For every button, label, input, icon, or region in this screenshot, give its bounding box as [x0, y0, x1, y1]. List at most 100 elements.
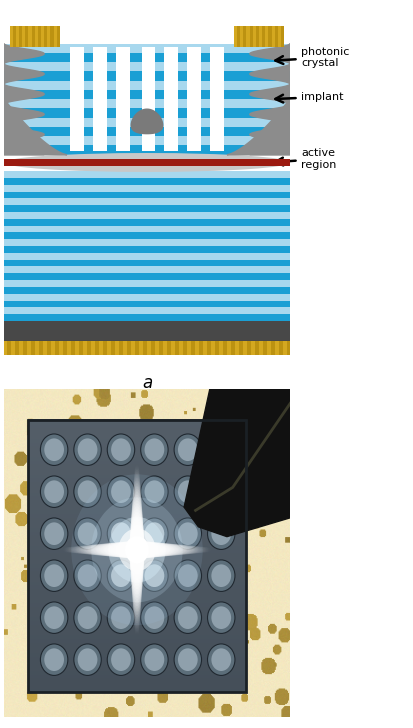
Circle shape	[130, 555, 144, 571]
Circle shape	[90, 545, 99, 555]
Circle shape	[44, 564, 64, 587]
Circle shape	[121, 542, 135, 558]
Bar	[95, 341, 99, 355]
Circle shape	[132, 502, 142, 513]
Polygon shape	[4, 44, 44, 155]
Bar	[57, 25, 60, 47]
Circle shape	[83, 545, 91, 554]
Circle shape	[125, 536, 149, 563]
Circle shape	[147, 542, 161, 558]
Circle shape	[111, 480, 131, 503]
Circle shape	[71, 475, 202, 625]
Bar	[4, 314, 289, 321]
Circle shape	[144, 564, 164, 587]
Circle shape	[107, 518, 134, 550]
Circle shape	[211, 438, 230, 461]
Bar	[4, 136, 289, 146]
Bar	[15, 341, 19, 355]
Circle shape	[140, 476, 168, 507]
Circle shape	[76, 546, 83, 554]
Bar	[142, 341, 147, 355]
Circle shape	[144, 438, 164, 461]
Text: implant: implant	[275, 92, 343, 103]
Circle shape	[111, 649, 131, 671]
Circle shape	[106, 543, 118, 557]
Bar	[175, 341, 178, 355]
Circle shape	[174, 518, 201, 550]
Circle shape	[131, 584, 142, 596]
Bar	[4, 198, 289, 205]
Circle shape	[207, 518, 235, 550]
Circle shape	[130, 528, 144, 544]
Circle shape	[129, 533, 144, 550]
Circle shape	[131, 518, 143, 533]
Circle shape	[40, 476, 68, 507]
Circle shape	[40, 644, 68, 676]
Circle shape	[211, 480, 230, 503]
Circle shape	[189, 546, 196, 554]
Bar	[4, 191, 289, 198]
Circle shape	[207, 560, 235, 591]
Bar	[4, 62, 289, 71]
Circle shape	[174, 560, 201, 591]
Circle shape	[82, 545, 90, 554]
Bar	[25, 25, 28, 47]
Circle shape	[174, 476, 201, 507]
Circle shape	[132, 500, 142, 511]
Circle shape	[130, 521, 143, 536]
Bar	[63, 341, 67, 355]
Bar	[4, 44, 289, 53]
Circle shape	[144, 523, 164, 545]
Circle shape	[197, 547, 202, 553]
Circle shape	[130, 522, 143, 537]
Circle shape	[173, 545, 182, 555]
Circle shape	[129, 553, 144, 569]
Bar	[209, 47, 223, 151]
Bar	[4, 178, 289, 185]
Bar	[4, 260, 289, 266]
Circle shape	[133, 616, 140, 623]
Bar	[223, 341, 226, 355]
Circle shape	[194, 546, 200, 553]
Circle shape	[177, 545, 185, 555]
Circle shape	[74, 518, 101, 550]
Circle shape	[133, 488, 141, 497]
Circle shape	[124, 541, 139, 558]
Circle shape	[131, 571, 142, 585]
Circle shape	[89, 545, 98, 555]
Circle shape	[122, 542, 137, 558]
Circle shape	[149, 542, 161, 557]
Text: a: a	[142, 374, 152, 392]
Bar	[4, 246, 289, 253]
Polygon shape	[226, 99, 289, 155]
Circle shape	[134, 617, 140, 625]
Bar	[4, 171, 289, 178]
Circle shape	[207, 644, 235, 676]
Circle shape	[129, 544, 145, 561]
Bar	[159, 341, 163, 355]
Circle shape	[139, 542, 154, 558]
Circle shape	[133, 599, 141, 609]
Circle shape	[129, 538, 145, 556]
Bar	[111, 341, 115, 355]
Circle shape	[170, 544, 180, 555]
Circle shape	[105, 543, 116, 556]
Circle shape	[186, 545, 193, 554]
Circle shape	[130, 523, 143, 539]
Circle shape	[120, 542, 134, 558]
Circle shape	[174, 545, 183, 555]
Circle shape	[132, 494, 141, 504]
Circle shape	[111, 564, 131, 587]
Circle shape	[98, 544, 109, 556]
Circle shape	[132, 593, 141, 604]
Bar	[4, 159, 289, 165]
Circle shape	[131, 515, 142, 529]
Bar	[70, 47, 84, 151]
Bar	[4, 293, 289, 301]
Circle shape	[133, 484, 140, 493]
Circle shape	[133, 613, 140, 620]
Circle shape	[134, 474, 140, 480]
Bar	[199, 341, 202, 355]
Circle shape	[107, 644, 134, 676]
Circle shape	[132, 587, 142, 598]
